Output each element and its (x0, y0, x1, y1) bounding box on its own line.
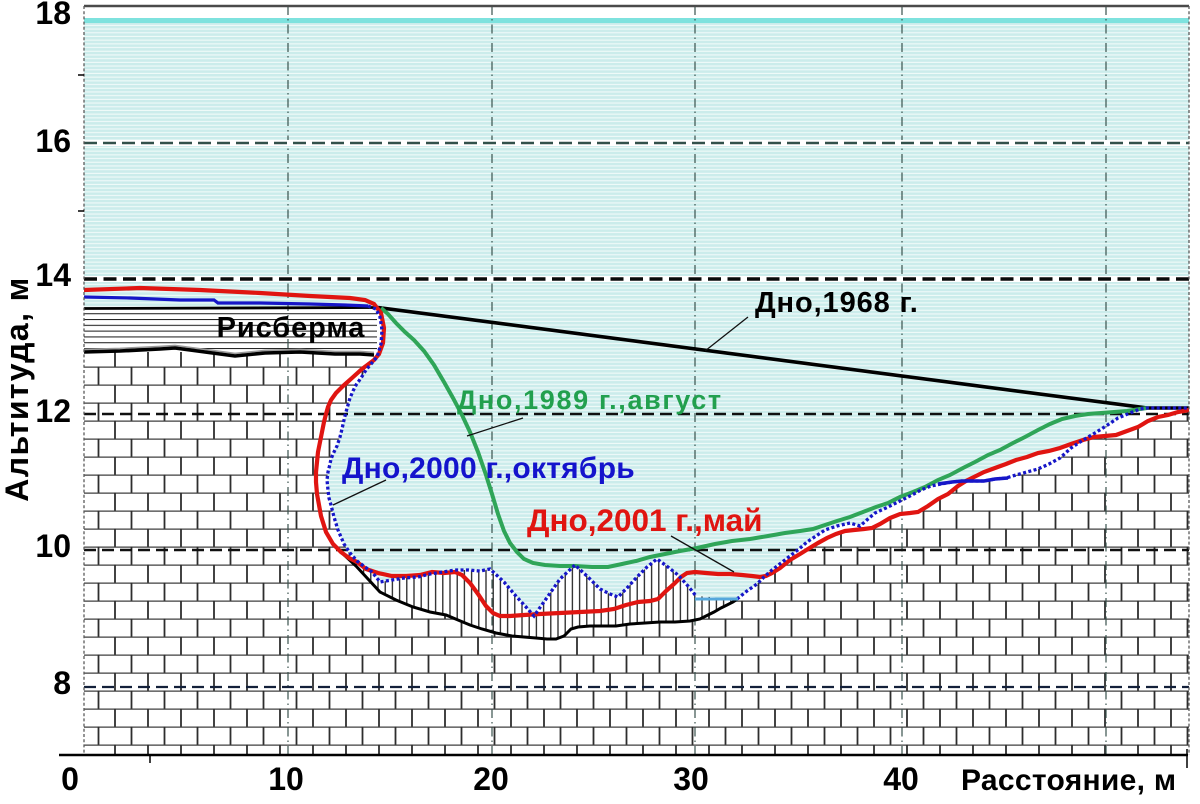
svg-text:0: 0 (61, 761, 79, 797)
svg-text:14: 14 (35, 257, 71, 293)
svg-text:Дно,1968 г.: Дно,1968 г. (755, 287, 919, 319)
svg-text:Дно,2000 г.,октябрь: Дно,2000 г.,октябрь (342, 452, 635, 485)
svg-text:Дно,2001 г.,май: Дно,2001 г.,май (527, 502, 763, 538)
svg-text:Рисберма: Рисберма (217, 312, 366, 344)
svg-text:20: 20 (473, 761, 509, 797)
svg-text:10: 10 (35, 528, 71, 564)
svg-text:10: 10 (268, 761, 304, 797)
svg-text:30: 30 (673, 761, 709, 797)
svg-text:16: 16 (35, 123, 71, 159)
svg-text:12: 12 (35, 393, 71, 429)
svg-text:Дно,1989 г.,август: Дно,1989 г.,август (457, 385, 723, 415)
svg-text:8: 8 (53, 665, 71, 701)
svg-text:Расстояние, м: Расстояние, м (961, 764, 1176, 797)
svg-text:40: 40 (883, 761, 919, 797)
svg-text:Альтитуда, м: Альтитуда, м (0, 276, 35, 501)
svg-text:18: 18 (35, 0, 71, 31)
